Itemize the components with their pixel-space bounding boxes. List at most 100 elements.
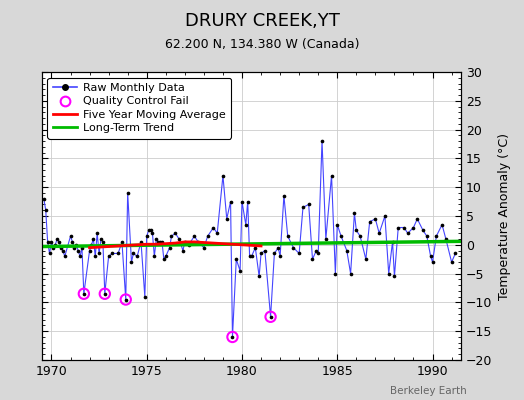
Point [156,239,164,245]
Point [46,250,54,257]
Point [124,190,132,196]
Point [423,233,431,239]
Point [161,253,170,260]
Point [133,253,141,260]
Point [101,290,109,297]
Point [194,239,202,245]
Point [413,216,421,222]
Point [219,172,227,179]
Point [244,198,252,205]
Point [266,314,275,320]
Point [76,253,84,260]
Point [129,250,138,257]
Point [91,253,100,260]
Point [238,198,246,205]
Point [114,250,122,257]
Point [137,239,145,245]
Point [251,244,259,251]
Point [365,218,374,225]
Point [280,193,288,199]
Point [70,244,79,251]
Point [203,233,212,239]
Point [72,242,80,248]
Point [97,236,105,242]
Point [255,273,264,280]
Point [400,224,408,231]
Point [228,334,237,340]
Point [228,334,237,340]
Point [145,227,153,234]
Point [148,230,157,236]
Point [61,253,69,260]
Point [304,201,313,208]
Point [409,224,418,231]
Point [362,256,370,262]
Point [78,244,86,251]
Point [428,259,436,265]
Point [43,239,52,245]
Point [274,244,282,251]
Point [442,236,450,242]
Point [451,250,460,257]
Point [394,224,402,231]
Point [356,233,364,239]
Point [447,259,456,265]
Point [432,233,441,239]
Point [242,222,250,228]
Point [158,239,166,245]
Point [40,196,48,202]
Point [333,222,342,228]
Point [55,239,63,245]
Point [331,270,340,277]
Point [260,247,269,254]
Point [140,294,149,300]
Point [322,236,330,242]
Point [80,290,88,297]
Point [381,213,389,219]
Legend: Raw Monthly Data, Quality Control Fail, Five Year Moving Average, Long-Term Tren: Raw Monthly Data, Quality Control Fail, … [48,78,231,139]
Point [245,253,254,260]
Point [226,198,235,205]
Point [438,222,446,228]
Point [266,314,275,320]
Point [57,244,65,251]
Point [143,233,151,239]
Point [88,242,96,248]
Point [318,138,326,144]
Point [80,290,88,297]
Point [49,244,58,251]
Text: 62.200 N, 134.380 W (Canada): 62.200 N, 134.380 W (Canada) [165,38,359,51]
Point [167,233,176,239]
Text: DRURY CREEK,YT: DRURY CREEK,YT [184,12,340,30]
Point [236,268,244,274]
Point [122,296,130,303]
Point [390,273,399,280]
Point [41,207,50,214]
Point [152,236,160,242]
Point [53,236,61,242]
Point [289,244,298,251]
Point [223,216,231,222]
Point [337,233,345,239]
Point [232,256,241,262]
Point [295,250,303,257]
Point [146,227,155,234]
Point [51,242,59,248]
Point [385,270,393,277]
Point [403,230,412,236]
Point [175,236,183,242]
Point [47,239,56,245]
Point [171,230,180,236]
Point [388,239,397,245]
Point [375,230,384,236]
Point [209,224,217,231]
Point [181,239,189,245]
Point [257,250,265,257]
Point [200,244,208,251]
Point [328,172,336,179]
Point [160,256,168,262]
Point [350,210,358,216]
Point [419,227,427,234]
Point [95,250,103,257]
Y-axis label: Temperature Anomaly (°C): Temperature Anomaly (°C) [498,132,511,300]
